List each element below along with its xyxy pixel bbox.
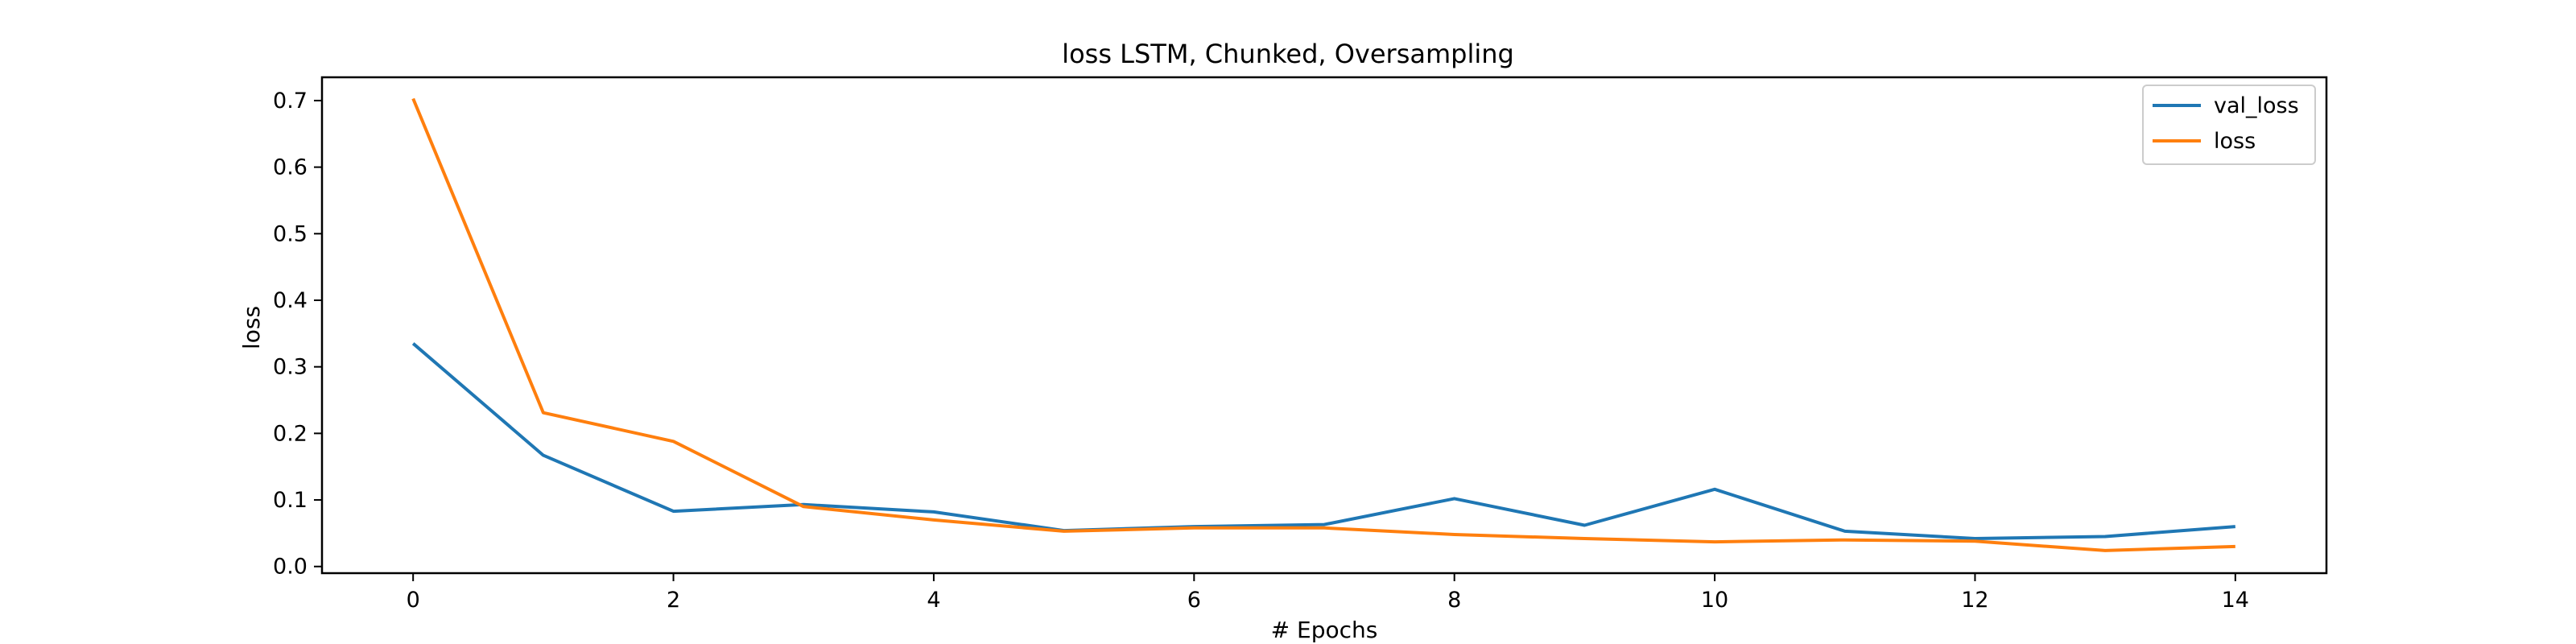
x-tick-label: 6 — [1187, 588, 1201, 613]
series-line-val-loss — [411, 342, 2235, 540]
y-axis-label: loss — [238, 306, 265, 349]
x-tick-label: 8 — [1447, 588, 1461, 613]
series-line-loss — [411, 97, 2235, 552]
plot-area — [411, 97, 2235, 552]
y-tick-label: 0.7 — [273, 89, 308, 114]
x-tick-label: 0 — [407, 588, 420, 613]
y-tick-label: 0.5 — [273, 221, 308, 246]
x-axis: 0 2 4 6 8 10 12 14 — [407, 573, 2249, 613]
chart-title: loss LSTM, Chunked, Oversampling — [1062, 39, 1514, 69]
y-tick-label: 0.2 — [273, 421, 308, 446]
x-tick-label: 4 — [927, 588, 940, 613]
x-tick-label: 10 — [1701, 588, 1728, 613]
x-tick-label: 2 — [667, 588, 680, 613]
x-axis-label: # Epochs — [1271, 617, 1378, 643]
axes-frame — [320, 76, 2328, 575]
x-tick-label: 12 — [1961, 588, 1988, 613]
y-tick-label: 0.1 — [273, 488, 308, 513]
y-tick-label: 0.3 — [273, 355, 308, 380]
y-tick-label: 0.0 — [273, 555, 308, 580]
x-tick-label: 14 — [2222, 588, 2249, 613]
y-axis: 0.0 0.1 0.2 0.3 0.4 0.5 0.6 0.7 — [273, 89, 322, 580]
legend-label: loss — [2214, 129, 2256, 154]
legend-label: val_loss — [2214, 93, 2299, 118]
y-tick-label: 0.4 — [273, 288, 308, 313]
y-tick-label: 0.6 — [273, 155, 308, 180]
